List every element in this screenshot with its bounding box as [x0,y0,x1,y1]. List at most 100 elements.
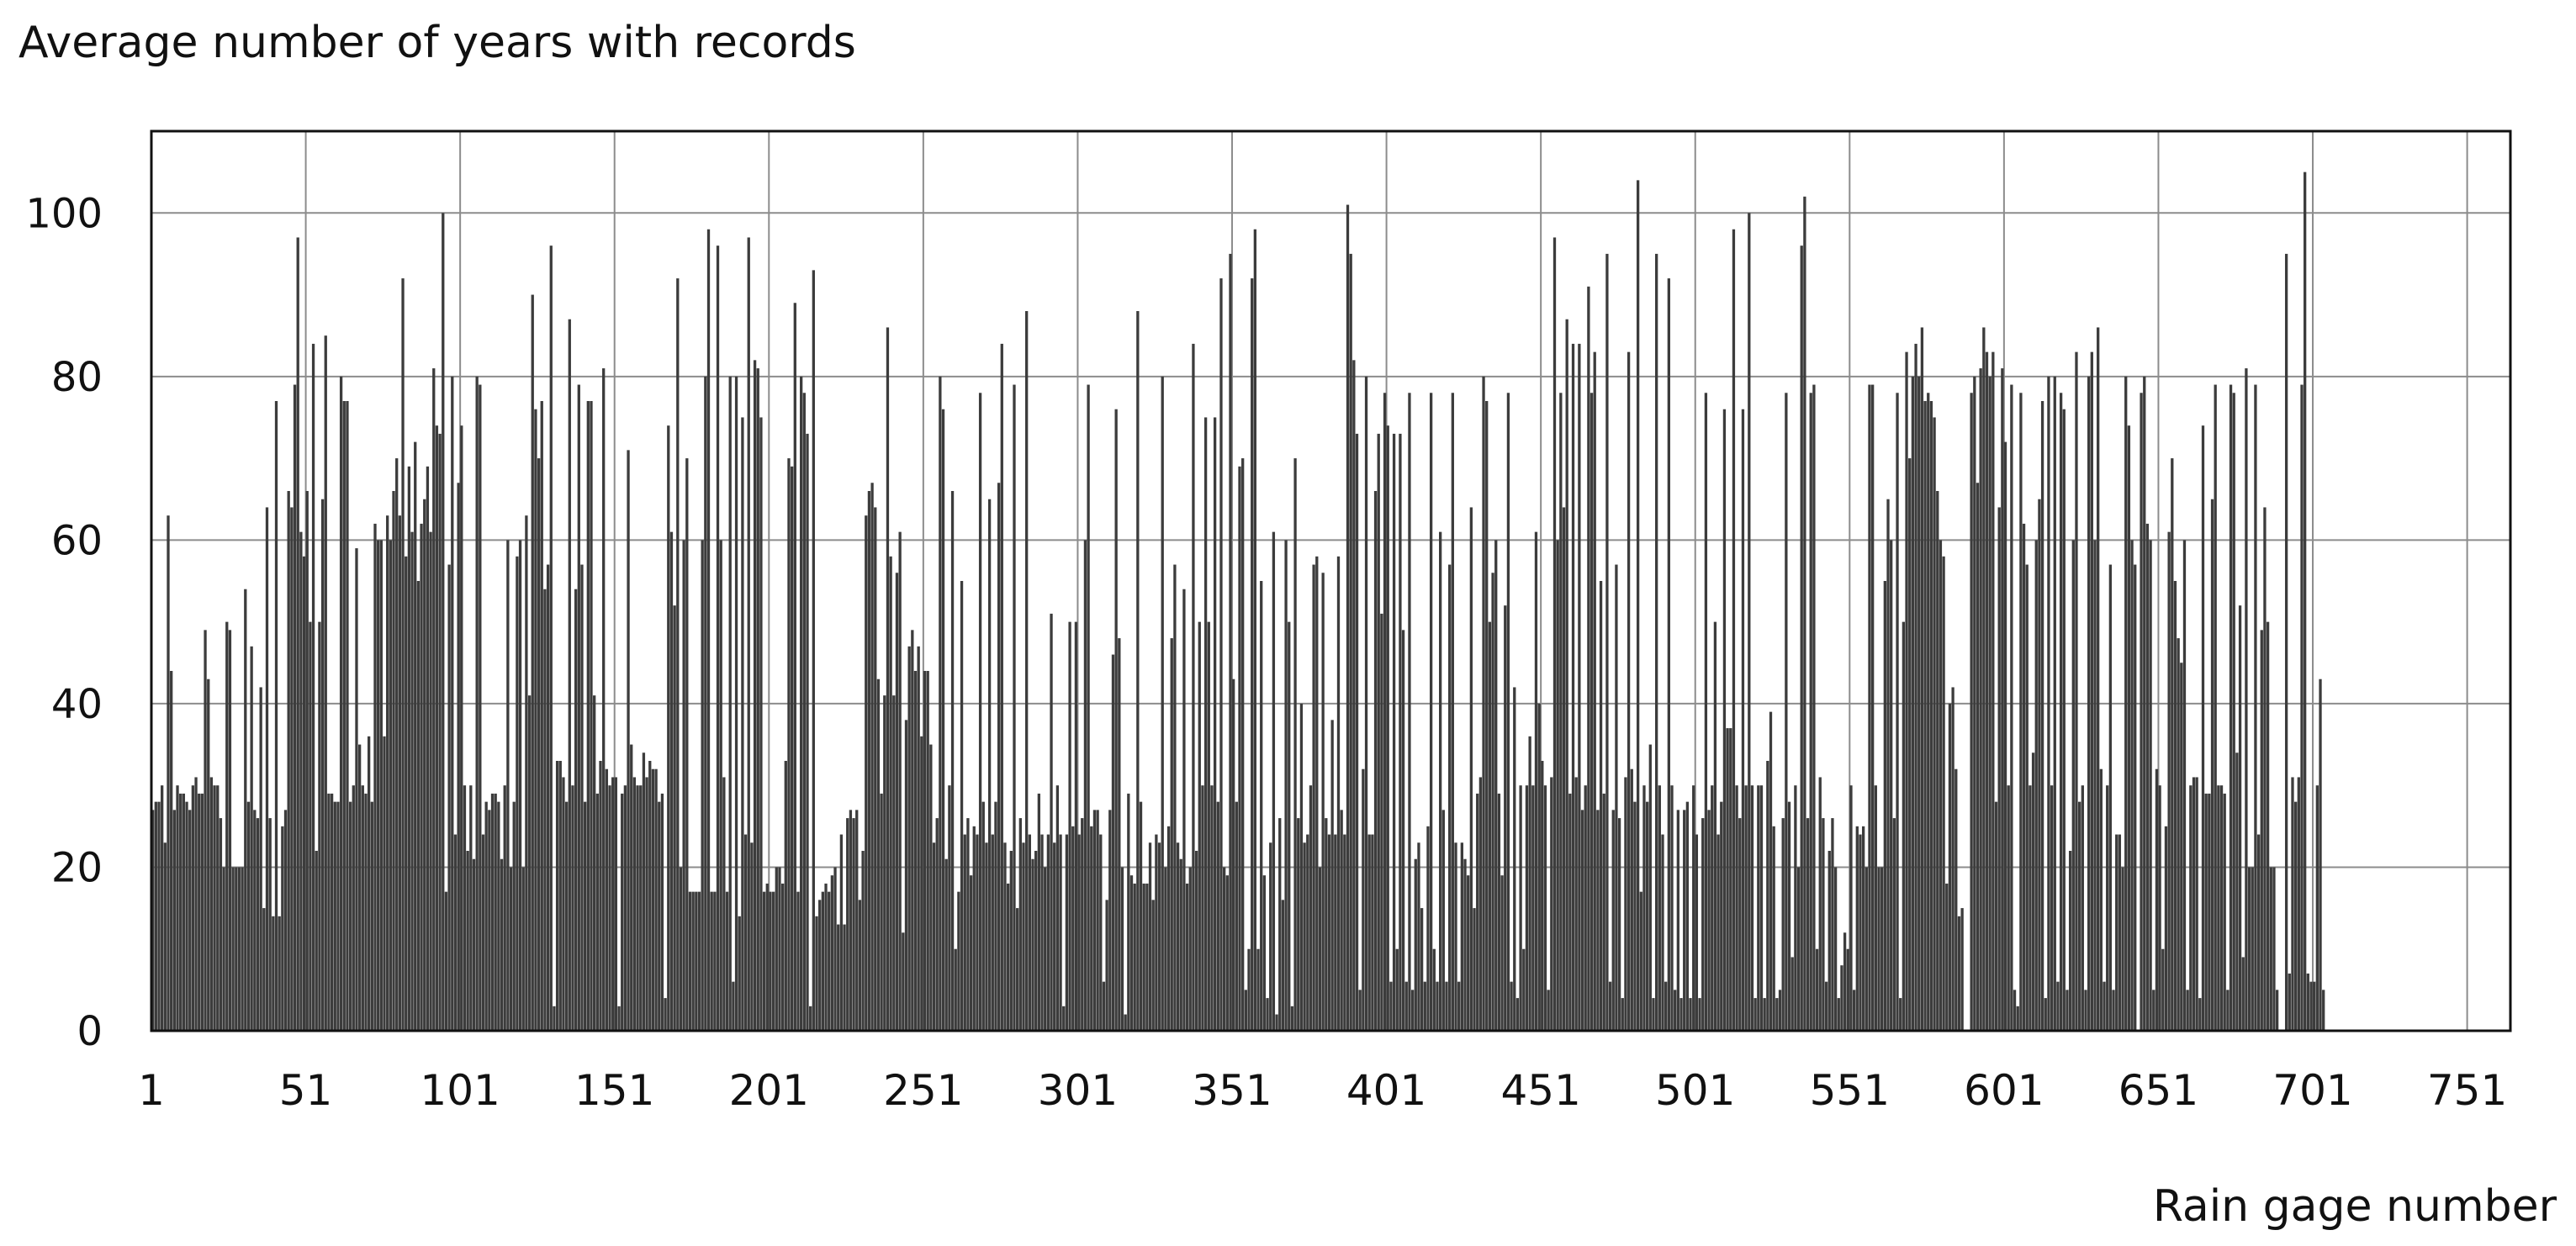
bar [555,761,559,1031]
bar [373,523,377,1031]
bar [157,801,161,1031]
bar [812,270,815,1031]
bar [521,867,525,1031]
bar [1108,810,1112,1031]
bar [2134,564,2137,1031]
bar [262,908,266,1031]
bar [250,646,253,1031]
bar [2306,973,2309,1031]
bar [743,834,748,1031]
bar [1698,998,1701,1031]
bar [728,376,732,1031]
bar [571,785,574,1031]
bar [1102,981,1106,1031]
bar [2066,990,2069,1031]
bar [1899,998,1902,1031]
bar [1763,998,1766,1031]
bar [1469,507,1473,1031]
bar [1627,351,1631,1031]
bar [1485,401,1489,1031]
bar [1046,834,1050,1031]
bar [1497,793,1501,1031]
bar [1201,785,1204,1031]
x-tick-label: 1 [138,1066,165,1115]
bar [976,834,979,1031]
bar [676,278,680,1032]
bar [1960,908,1964,1031]
bar [796,891,800,1031]
bar [750,842,754,1031]
bar [1896,393,1899,1031]
bar [163,842,167,1031]
bar [1874,785,1877,1031]
bar [1018,818,1022,1031]
bar [2040,401,2044,1031]
bar [790,466,794,1031]
bar [311,343,315,1031]
bar [784,761,787,1031]
bar [830,875,834,1031]
bar [540,401,543,1031]
bar [577,384,580,1031]
bar [2155,768,2159,1031]
bar [632,777,637,1031]
bar [299,531,303,1031]
bar [246,801,251,1031]
bar [966,818,970,1031]
y-tick-label: 100 [25,190,103,237]
bar [1806,818,1810,1031]
x-tick-label: 451 [1500,1066,1580,1115]
bar [1849,785,1853,1031]
bar [2256,834,2261,1031]
bar [1105,900,1108,1031]
bar [231,867,235,1031]
bar [268,818,272,1031]
bar [1750,785,1754,1031]
bar [1145,883,1149,1031]
bar [1716,834,1720,1031]
bar [568,319,571,1032]
bar [309,621,312,1031]
bar [553,1006,556,1031]
bar [765,883,769,1031]
bar [216,785,220,1031]
bar [2251,867,2254,1031]
bar [987,499,992,1031]
bar [719,540,722,1031]
bar [204,630,207,1031]
bar [685,458,689,1031]
bar [320,499,325,1031]
bar [658,801,661,1031]
bar [1772,826,1775,1031]
bar [1000,343,1003,1031]
bar [837,924,840,1031]
bar [170,671,173,1031]
bar [357,744,362,1031]
bar [451,376,454,1031]
bar [2272,867,2276,1031]
bar [1504,605,1507,1031]
bar [815,916,818,1031]
bar [994,801,997,1031]
bar [2214,384,2217,1031]
bar [1251,278,1254,1032]
bar [1658,785,1661,1031]
bar [963,834,966,1031]
bar [880,793,883,1031]
bar [1161,376,1164,1031]
bar [1352,360,1356,1031]
bar [2189,785,2193,1031]
bar [1330,720,1334,1031]
bar [2238,605,2242,1031]
bar [1757,785,1760,1031]
bar [2016,1006,2019,1031]
bar [543,589,547,1031]
bar [222,867,225,1031]
bar [691,891,695,1031]
bar [1031,858,1034,1031]
bar [1269,842,1272,1031]
bar [886,327,890,1031]
bar [1426,826,1430,1031]
bar [342,401,346,1031]
bar [1414,858,1417,1031]
